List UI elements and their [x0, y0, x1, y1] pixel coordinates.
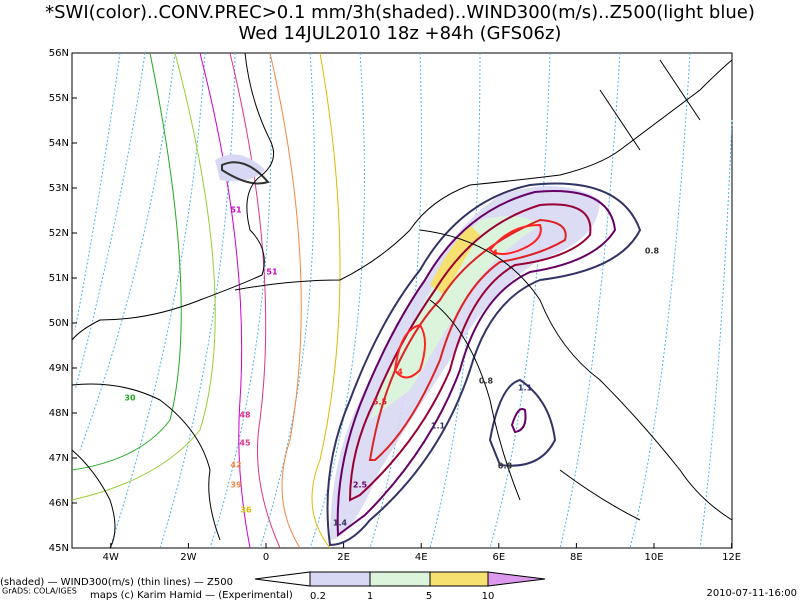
- contour-label: 36: [240, 506, 252, 515]
- contour-label: 0.8: [645, 247, 660, 256]
- legend-label: 1: [367, 591, 373, 600]
- lat-label: 48N: [49, 408, 69, 419]
- lon-label: 10E: [644, 552, 663, 563]
- lon-label: 6E: [492, 552, 505, 563]
- footer-line-3: maps (c) Karim Hamid — (Experimental): [90, 590, 293, 600]
- lon-label: 2W: [180, 552, 196, 563]
- contour-label: 2.5: [353, 481, 368, 490]
- lat-label: 45N: [49, 543, 69, 554]
- contour-label: 1.1: [518, 384, 533, 393]
- contour-label: 51: [266, 268, 278, 277]
- lat-label: 56N: [49, 48, 69, 59]
- contour-label: 5.5: [373, 398, 388, 407]
- contour-label: 0.8: [498, 462, 513, 471]
- legend-label: 0.2: [310, 591, 326, 600]
- colorbar-low: [254, 571, 311, 587]
- contour-label: 4: [492, 249, 498, 258]
- lat-label: 53N: [49, 183, 69, 194]
- lon-label: 0: [263, 552, 269, 563]
- plot-frame: [71, 52, 733, 549]
- map-area: [71, 52, 733, 549]
- lat-label: 54N: [49, 138, 69, 149]
- contour-label: 0.8: [479, 377, 494, 386]
- footer-line-1: (shaded) — WIND300(m/s) (thin lines) — Z…: [0, 577, 233, 588]
- legend-label: 5: [426, 591, 432, 600]
- contour-label: 42: [230, 461, 241, 470]
- contour-label: 4: [397, 368, 403, 377]
- title-line-1: *SWI(color)..CONV.PREC>0.1 mm/3h(shaded)…: [45, 2, 755, 23]
- lat-label: 46N: [49, 498, 69, 509]
- colorbar: [254, 571, 546, 587]
- lat-label: 51N: [49, 273, 69, 284]
- title-line-2: Wed 14JUL2010 18z +84h (GFS06z): [239, 23, 562, 44]
- lon-label: 4E: [415, 552, 428, 563]
- contour-label: 51: [230, 206, 242, 215]
- colorbar-bin: [369, 571, 431, 587]
- lat-label: 49N: [49, 363, 69, 374]
- contour-label: 39: [230, 481, 242, 490]
- wind-contours: [71, 52, 341, 549]
- legend-label: 10: [482, 591, 495, 600]
- colorbar-bin: [309, 571, 371, 587]
- lat-label: 50N: [49, 318, 69, 329]
- lat-label: 55N: [49, 93, 69, 104]
- footer-line-2: GrADS: COLA/IGES: [2, 587, 77, 596]
- colorbar-high: [487, 571, 546, 587]
- timestamp: 2010-07-11-16:00: [706, 588, 797, 599]
- coastlines: [71, 52, 733, 549]
- contour-label: 45: [239, 439, 251, 448]
- contour-label: 30: [124, 394, 136, 403]
- colorbar-bin: [429, 571, 489, 587]
- lon-label: 4W: [103, 552, 119, 563]
- contour-label: 1.4: [333, 519, 348, 528]
- lon-label: 12E: [722, 552, 741, 563]
- lon-label: 2E: [337, 552, 350, 563]
- swi-contours: [221, 161, 642, 547]
- contour-label: 48: [239, 411, 251, 420]
- contour-label: 1.1: [431, 422, 446, 431]
- lat-label: 47N: [49, 453, 69, 464]
- lat-label: 52N: [49, 228, 69, 239]
- lon-label: 8E: [570, 552, 583, 563]
